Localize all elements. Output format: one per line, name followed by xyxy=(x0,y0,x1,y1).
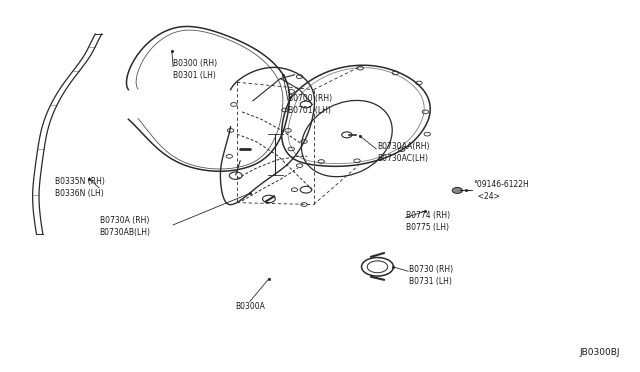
Text: °09146-6122H
  <24>: °09146-6122H <24> xyxy=(473,180,529,201)
Text: B0774 (RH)
B0775 (LH): B0774 (RH) B0775 (LH) xyxy=(406,211,451,232)
Text: B0700 (RH)
B0701 (LH): B0700 (RH) B0701 (LH) xyxy=(288,94,332,115)
Text: B0300 (RH)
B0301 (LH): B0300 (RH) B0301 (LH) xyxy=(173,59,217,80)
Text: B0335N (RH)
B0336N (LH): B0335N (RH) B0336N (LH) xyxy=(55,177,105,198)
Text: JB0300BJ: JB0300BJ xyxy=(580,348,620,357)
Text: B0730AA(RH)
B0730AC(LH): B0730AA(RH) B0730AC(LH) xyxy=(378,142,430,163)
Circle shape xyxy=(452,187,463,193)
Text: B0730 (RH)
B0731 (LH): B0730 (RH) B0731 (LH) xyxy=(410,265,454,286)
Text: B0300A: B0300A xyxy=(235,302,265,311)
Text: B0730A (RH)
B0730AB(LH): B0730A (RH) B0730AB(LH) xyxy=(100,217,150,237)
